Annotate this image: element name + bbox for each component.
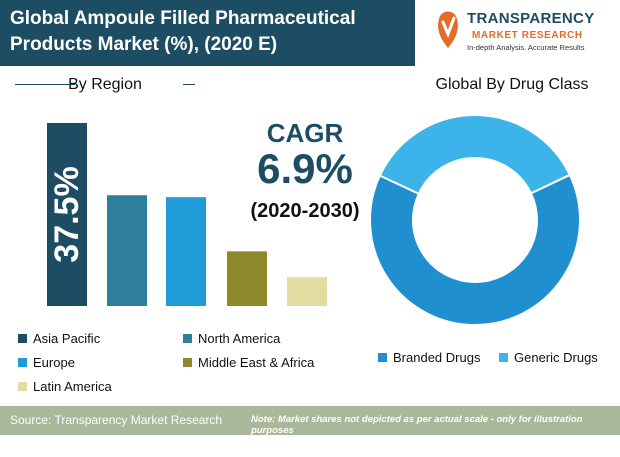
- footer-note: Note: Market shares not depicted as per …: [251, 414, 583, 436]
- drug-section-header: Global By Drug Class: [412, 70, 612, 100]
- logo-brand: TRANSPARENCY: [467, 10, 595, 27]
- legend-label: Europe: [33, 355, 75, 370]
- logo-tagline: In-depth Analysis. Accurate Results: [467, 43, 585, 52]
- legend-swatch: [378, 353, 387, 362]
- bar-data-label: 37.5%: [48, 166, 86, 262]
- legend-label: Generic Drugs: [514, 350, 598, 365]
- legend-item-branded-drugs: Branded Drugs: [378, 350, 480, 366]
- legend-swatch: [18, 382, 27, 391]
- bar-middle-east-africa: [227, 251, 267, 306]
- region-header-line-right: [183, 84, 195, 85]
- legend-swatch: [18, 358, 27, 367]
- legend-swatch: [499, 353, 508, 362]
- bar-asia-pacific: [47, 123, 87, 306]
- legend-item-generic-drugs: Generic Drugs: [499, 350, 598, 366]
- donut-slice-generic-drugs: [378, 114, 572, 196]
- region-section-title: By Region: [68, 76, 142, 93]
- bar-north-america: [107, 195, 147, 306]
- legend-swatch: [183, 334, 192, 343]
- title-line-1: Global Ampoule Filled Pharmaceutical: [10, 8, 356, 29]
- legend-swatch: [18, 334, 27, 343]
- legend-item-asia-pacific: Asia Pacific: [18, 331, 100, 347]
- cagr-label: CAGR: [266, 118, 344, 148]
- logo-sub: MARKET RESEARCH: [472, 30, 583, 41]
- logo-icon: [438, 11, 458, 48]
- footer-bar: [0, 406, 620, 435]
- legend-label: Asia Pacific: [33, 331, 101, 346]
- legend-label: Branded Drugs: [393, 350, 481, 365]
- title-banner: [0, 0, 415, 66]
- page-title: Global Ampoule Filled Pharmaceutical Pro…: [10, 6, 410, 58]
- cagr-value: 6.9%: [257, 145, 353, 192]
- footer-source: Source: Transparency Market Research: [10, 413, 223, 427]
- legend-swatch: [183, 358, 192, 367]
- bar-europe: [166, 197, 206, 306]
- legend-item-latin-america: Latin America: [18, 379, 112, 395]
- legend-label: Middle East & Africa: [198, 355, 315, 370]
- legend-item-north-america: North America: [183, 331, 280, 347]
- drug-section-title: Global By Drug Class: [435, 76, 589, 93]
- legend-label: North America: [198, 331, 281, 346]
- legend-item-europe: Europe: [18, 355, 75, 371]
- title-line-2: Products Market (%), (2020 E): [10, 34, 278, 55]
- region-header-line-left: [15, 84, 75, 85]
- bar-latin-america: [287, 277, 327, 306]
- legend-item-middle-east-africa: Middle East & Africa: [183, 355, 314, 371]
- cagr-period: (2020-2030): [250, 200, 360, 222]
- donut-slice-branded-drugs: [369, 173, 581, 326]
- legend-label: Latin America: [33, 379, 112, 394]
- region-section-header: By Region: [15, 70, 195, 100]
